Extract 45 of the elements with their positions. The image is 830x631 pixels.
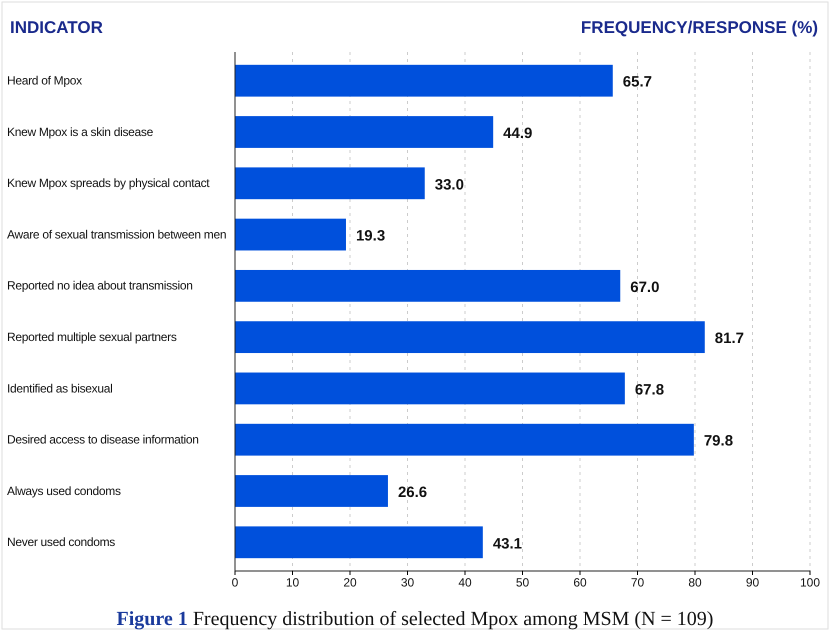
- data-label: 33.0: [434, 176, 464, 194]
- text: Frequency distribution of selected Mpox among MSM (N = 109): [188, 608, 714, 630]
- y-tick-label: Knew Mpox is a skin disease: [7, 124, 154, 139]
- y-tick-label: Aware of sexual transmission between men: [7, 227, 226, 242]
- caption: Figure 1: [116, 608, 188, 630]
- data-label: 67.8: [634, 381, 664, 398]
- data-label: 79.8: [704, 432, 734, 450]
- bar: [235, 321, 705, 354]
- y-axis-title: INDICATOR: [10, 18, 103, 37]
- bar: [235, 167, 425, 200]
- data-label: 43.1: [492, 535, 522, 552]
- x-tick-label: 40: [458, 576, 472, 590]
- y-tick-label: Identified as bisexual: [7, 381, 112, 396]
- y-tick-label: Reported no idea about transmission: [7, 278, 193, 293]
- x-tick-label: 60: [573, 576, 587, 590]
- y-tick-label: Always used condoms: [7, 484, 121, 498]
- x-axis-title: FREQUENCY/RESPONSE (%): [580, 18, 818, 37]
- bar: [235, 218, 346, 250]
- bar: [235, 526, 483, 558]
- data-label: 65.7: [622, 74, 652, 91]
- bar: [235, 372, 625, 404]
- x-tick-label: 50: [516, 576, 530, 590]
- x-tick-label: 80: [688, 576, 702, 590]
- data-label: 44.9: [503, 125, 532, 142]
- y-tick-label: Heard of Mpox: [7, 74, 82, 88]
- data-label: 19.3: [356, 228, 386, 245]
- bar: [235, 270, 620, 302]
- x-tick-label: 0: [232, 576, 239, 590]
- data-label: 26.6: [398, 484, 428, 501]
- y-tick-label: Reported multiple sexual partners: [7, 330, 177, 344]
- x-tick-label: 30: [400, 576, 414, 590]
- x-tick-label: 70: [630, 576, 644, 590]
- y-tick-label: Knew Mpox spreads by physical contact: [7, 176, 210, 190]
- y-tick-label: Never used condoms: [7, 535, 116, 550]
- x-tick-label: 90: [746, 576, 760, 590]
- bar: [235, 64, 613, 97]
- bar: [235, 475, 388, 507]
- bar: [235, 116, 494, 148]
- data-label: 67.0: [630, 278, 660, 296]
- data-label: 81.7: [714, 330, 744, 348]
- bar: [235, 424, 694, 456]
- y-tick-label: Desired access to disease information: [7, 432, 199, 447]
- x-tick-label: 20: [343, 576, 357, 590]
- x-tick-label: 100: [800, 576, 820, 590]
- x-tick-label: 10: [286, 576, 300, 590]
